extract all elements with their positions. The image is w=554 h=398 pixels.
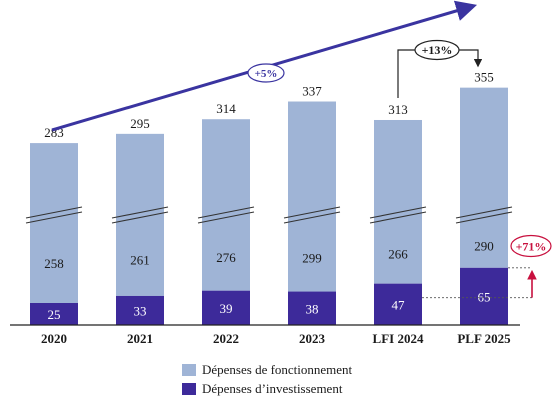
bar-investissement [288, 291, 336, 325]
axis-break-mark [197, 211, 255, 224]
x-tick-label: PLF 2025 [457, 331, 511, 346]
data-label-fonctionnement: 299 [302, 250, 322, 265]
x-tick-label: 2022 [213, 331, 239, 346]
legend: Dépenses de fonctionnement Dépenses d’in… [182, 360, 352, 398]
annotations-layer: +5% +13% +71% [51, 0, 552, 299]
bar-fonctionnement [288, 101, 336, 292]
data-label-investissement: 39 [220, 301, 233, 316]
legend-item-investissement: Dépenses d’investissement [182, 379, 352, 398]
total-change-bubble [414, 39, 460, 61]
data-label-investissement: 33 [134, 303, 147, 318]
bar-investissement [460, 267, 508, 325]
data-label-fonctionnement: 290 [474, 238, 494, 253]
trend-label-bubble [247, 63, 285, 83]
data-label-total: 314 [216, 101, 236, 116]
investment-change-label: +71% [516, 240, 547, 254]
legend-swatch-fonctionnement [182, 363, 196, 376]
data-label-fonctionnement: 266 [388, 246, 408, 261]
total-change-label: +13% [422, 43, 453, 57]
investment-change-bubble [510, 234, 552, 258]
axis-break-mark [283, 211, 341, 224]
x-tick-label: 2021 [127, 331, 153, 346]
x-tick-label: 2020 [41, 331, 67, 346]
bar-fonctionnement [116, 133, 164, 296]
bar-fonctionnement [460, 87, 508, 268]
bar-investissement [202, 290, 250, 325]
data-label-investissement: 47 [392, 297, 406, 312]
bar-investissement [30, 303, 78, 325]
axis-break-mark [197, 206, 255, 219]
axis-break-mark [369, 206, 427, 219]
bars-layer: 2525828320203326129520213927631420223829… [25, 70, 513, 346]
axis-break-mark [455, 206, 513, 219]
trend-label: +5% [255, 68, 278, 80]
axis-break-mark [283, 206, 341, 219]
axis-break-mark [369, 211, 427, 224]
data-label-investissement: 65 [478, 289, 491, 304]
data-label-total: 295 [130, 116, 150, 131]
data-label-fonctionnement: 261 [130, 252, 150, 267]
bar-fonctionnement [30, 143, 78, 303]
x-tick-label: LFI 2024 [373, 331, 424, 346]
legend-item-fonctionnement: Dépenses de fonctionnement [182, 360, 352, 379]
data-label-investissement: 25 [48, 307, 61, 322]
data-label-investissement: 38 [306, 301, 319, 316]
axis-break-mark [25, 211, 83, 224]
legend-swatch-investissement [182, 382, 196, 395]
axis-break-mark [455, 211, 513, 224]
x-tick-label: 2023 [299, 331, 326, 346]
axis-break-mark [111, 206, 169, 219]
axis-break-mark [25, 206, 83, 219]
bar-investissement [116, 295, 164, 325]
data-label-total: 313 [388, 102, 408, 117]
data-label-total: 355 [474, 70, 494, 85]
data-label-fonctionnement: 258 [44, 256, 64, 271]
axis-break-mark [111, 211, 169, 224]
legend-label-fonctionnement: Dépenses de fonctionnement [202, 361, 353, 377]
data-label-total: 337 [302, 84, 322, 99]
bar-investissement [374, 283, 422, 325]
bar-fonctionnement [374, 119, 422, 284]
bar-fonctionnement [202, 119, 250, 291]
data-label-fonctionnement: 276 [216, 250, 236, 265]
legend-label-investissement: Dépenses d’investissement [202, 380, 343, 396]
